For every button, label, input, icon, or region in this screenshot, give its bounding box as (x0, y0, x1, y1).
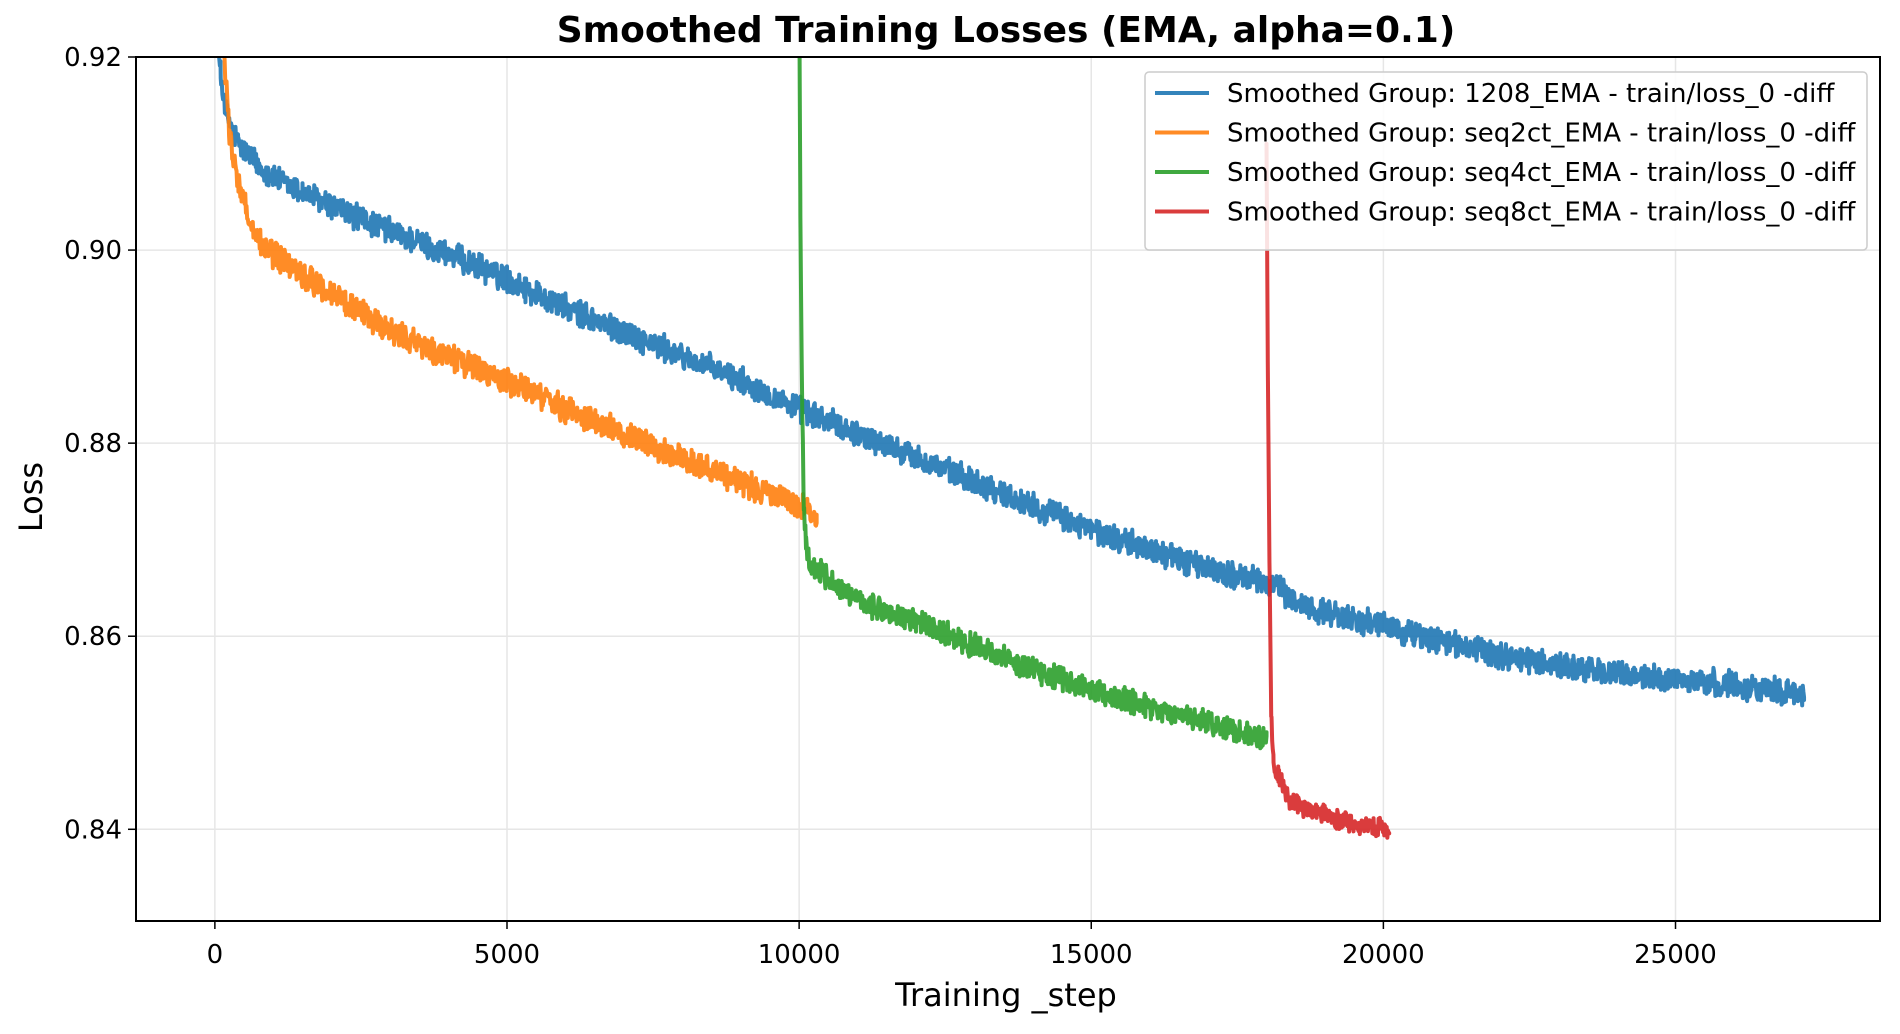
ticks: 0 5000 10000 15000 20000 25000 0.84 0.86 0.88 0.9… (64, 43, 1717, 970)
series-line-4 (1264, 141, 1392, 840)
legend-entry: Smoothed Group: 1208_EMA - train/loss_0 … (1227, 79, 1835, 109)
y-tick-label: 0.90 (64, 236, 122, 266)
y-tick-label: 0.88 (64, 429, 122, 459)
x-tick-label: 15000 (1050, 940, 1133, 970)
series-line-2 (222, 57, 819, 528)
plot-frame (135, 56, 1881, 922)
chart-title: Smoothed Training Losses (EMA, alpha=0.1… (557, 10, 1456, 51)
y-tick-label: 0.86 (64, 622, 122, 652)
x-tick-label: 10000 (758, 940, 841, 970)
x-tick-label: 25000 (1634, 940, 1717, 970)
series-line-1 (217, 57, 1807, 708)
series-layer (217, 57, 1807, 840)
y-tick-label: 0.84 (64, 815, 122, 845)
legend-entry: Smoothed Group: seq4ct_EMA - train/loss_… (1227, 158, 1856, 188)
x-axis-label: Training _step (894, 976, 1117, 1014)
legend-box (1144, 71, 1868, 251)
legend-entry: Smoothed Group: seq2ct_EMA - train/loss_… (1227, 119, 1856, 149)
x-tick-label: 20000 (1342, 940, 1425, 970)
legend: Smoothed Group: 1208_EMA - train/loss_0 … (1144, 71, 1868, 251)
x-tick-label: 0 (207, 940, 224, 970)
series-line-3 (797, 57, 1269, 751)
x-tick-label: 5000 (474, 940, 540, 970)
y-axis-label: Loss (12, 462, 50, 532)
legend-entry: Smoothed Group: seq8ct_EMA - train/loss_… (1227, 198, 1856, 228)
series-clip-group (217, 57, 1807, 840)
y-tick-label: 0.92 (64, 43, 122, 73)
